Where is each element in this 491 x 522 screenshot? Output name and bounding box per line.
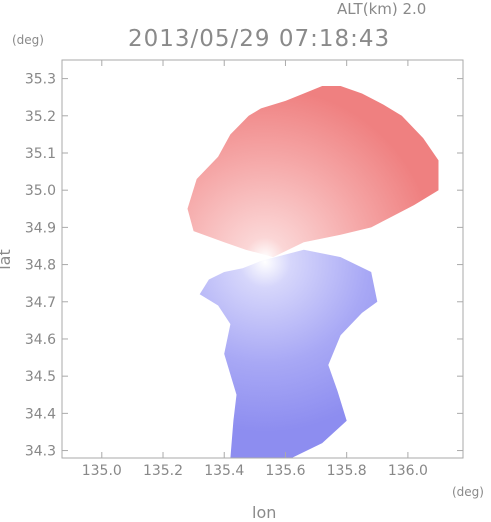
y-tick-label: 34.7 bbox=[25, 295, 56, 311]
x-tick-label: 135.0 bbox=[82, 463, 122, 479]
y-unit-label: (deg) bbox=[12, 33, 44, 47]
x-tick-label: 135.6 bbox=[265, 463, 305, 479]
y-tick-label: 35.3 bbox=[25, 72, 56, 88]
x-tick-label: 135.4 bbox=[204, 463, 244, 479]
y-tick-label: 34.4 bbox=[25, 406, 56, 422]
x-tick-label: 136.0 bbox=[388, 463, 428, 479]
y-tick-label: 34.6 bbox=[25, 332, 56, 348]
echo-region-south-echo bbox=[199, 249, 378, 458]
x-tick-label: 135.2 bbox=[143, 463, 183, 479]
y-tick-label: 35.1 bbox=[25, 146, 56, 162]
y-tick-label: 34.5 bbox=[25, 369, 56, 385]
altitude-label: ALT(km) 2.0 bbox=[337, 0, 427, 18]
x-unit-label: (deg) bbox=[452, 485, 484, 499]
x-axis-label: lon bbox=[252, 503, 277, 522]
echo-layer bbox=[187, 86, 439, 458]
y-tick-label: 34.8 bbox=[25, 258, 56, 274]
timestamp-title: 2013/05/29 07:18:43 bbox=[128, 26, 391, 52]
echo-region-north-echo bbox=[187, 86, 439, 258]
y-tick-label: 35.0 bbox=[25, 183, 56, 199]
y-axis-label: lat bbox=[0, 249, 14, 270]
y-tick-label: 34.3 bbox=[25, 444, 56, 460]
y-tick-label: 35.2 bbox=[25, 109, 56, 125]
plot-frame bbox=[61, 59, 464, 459]
axes-layer: 135.0 135.2 135.4 135.6 135.8 136.0 34.3 34.4 34… bbox=[25, 59, 464, 479]
x-tick-label: 135.8 bbox=[327, 463, 367, 479]
y-tick-label: 34.9 bbox=[25, 220, 56, 236]
